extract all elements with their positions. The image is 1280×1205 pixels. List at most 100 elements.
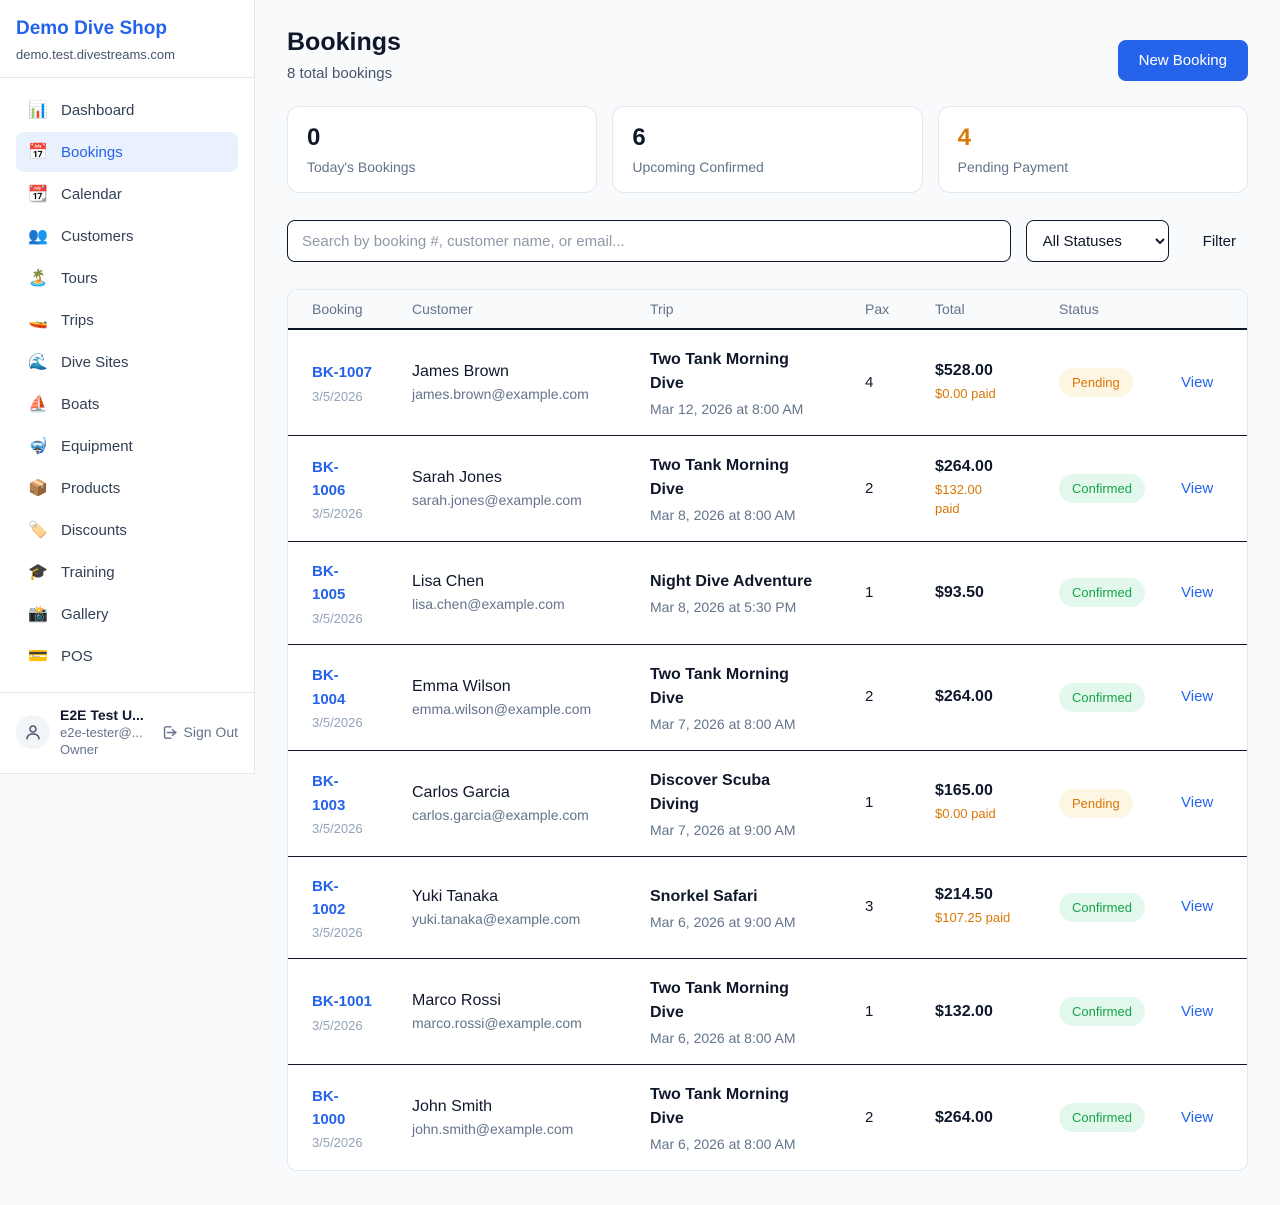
total-amount: $264.00 (935, 458, 993, 476)
sign-out-button[interactable]: Sign Out (161, 724, 238, 741)
column-header-booking: Booking (288, 290, 400, 330)
diving-mask-icon: 🤿 (28, 438, 48, 455)
logout-icon (163, 725, 177, 739)
booking-date: 3/5/2026 (312, 820, 363, 836)
sidebar-item-calendar[interactable]: 📆 Calendar (16, 174, 238, 214)
sidebar-item-products[interactable]: 📦 Products (16, 468, 238, 508)
sidebar-item-label: Tours (61, 269, 98, 287)
booking-link[interactable]: BK- 1006 (312, 458, 346, 499)
sidebar-item-training[interactable]: 🎓 Training (16, 552, 238, 592)
pax-cell: 2 (853, 644, 923, 751)
trip-cell: Discover Scuba Diving Mar 7, 2026 at 9:0… (638, 750, 853, 857)
total-cell: $93.50 (923, 541, 1047, 645)
filter-row: All Statuses Filter (287, 220, 1248, 262)
booking-link[interactable]: BK- 1005 (312, 563, 346, 604)
sidebar-item-label: Boats (61, 395, 100, 413)
view-link[interactable]: View (1181, 373, 1214, 391)
trip-cell: Two Tank Morning Dive Mar 8, 2026 at 8:0… (638, 435, 853, 542)
sidebar-item-equipment[interactable]: 🤿 Equipment (16, 426, 238, 466)
booking-link[interactable]: BK- 1004 (312, 667, 346, 708)
booking-link[interactable]: BK-1007 (312, 364, 373, 382)
booking-cell: BK- 1003 3/5/2026 (288, 750, 400, 857)
customer-name: Sarah Jones (412, 469, 502, 486)
trip-datetime: Mar 6, 2026 at 8:00 AM (650, 1136, 796, 1152)
column-header-trip: Trip (638, 290, 853, 330)
sidebar-item-label: Gallery (61, 605, 109, 623)
actions-cell: View (1169, 435, 1247, 542)
table-row: BK-1007 3/5/2026 James Brown james.brown… (288, 329, 1247, 436)
sidebar-item-customers[interactable]: 👥 Customers (16, 216, 238, 256)
booking-date: 3/5/2026 (312, 925, 363, 940)
total-cell: $264.00 $132.00 paid (923, 435, 1047, 542)
customer-name: Marco Rossi (412, 992, 501, 1009)
user-meta: E2E Test U... e2e-tester@... Owner (60, 707, 144, 757)
sidebar-item-discounts[interactable]: 🏷️ Discounts (16, 510, 238, 550)
status-select[interactable]: All Statuses (1025, 220, 1169, 262)
filter-button[interactable]: Filter (1191, 225, 1248, 258)
table-row: BK- 1000 3/5/2026 John Smith john.smith@… (288, 1065, 1247, 1171)
table-row: BK- 1004 3/5/2026 Emma Wilson emma.wilso… (288, 644, 1247, 751)
view-link[interactable]: View (1181, 898, 1214, 916)
main-content: Bookings 8 total bookings New Booking 0 … (255, 0, 1280, 1205)
view-link[interactable]: View (1181, 1002, 1214, 1020)
trip-name: Snorkel Safari (650, 887, 758, 905)
view-link[interactable]: View (1181, 794, 1214, 811)
booking-date: 3/5/2026 (312, 610, 363, 626)
people-icon: 👥 (28, 228, 48, 245)
customer-email: lisa.chen@example.com (412, 596, 565, 613)
trip-name: Two Tank Morning Dive (650, 665, 789, 707)
status-cell: Pending (1047, 329, 1169, 436)
customer-cell: John Smith john.smith@example.com (400, 1065, 638, 1171)
total-cell: $528.00 $0.00 paid (923, 329, 1047, 436)
booking-link[interactable]: BK- 1003 (312, 773, 346, 814)
sidebar-item-gallery[interactable]: 📸 Gallery (16, 594, 238, 634)
paid-amount: $107.25 paid (935, 910, 1011, 926)
sidebar-item-label: Products (61, 479, 121, 497)
sidebar-item-label: Dashboard (61, 101, 135, 119)
search-input[interactable] (287, 220, 1011, 262)
trip-name: Two Tank Morning Dive (650, 980, 789, 1021)
customer-email: james.brown@example.com (412, 386, 589, 402)
booking-link[interactable]: BK- 1000 (312, 1087, 346, 1128)
sidebar-item-dashboard[interactable]: 📊 Dashboard (16, 90, 238, 130)
booking-cell: BK- 1005 3/5/2026 (288, 541, 400, 645)
bar-chart-icon: 📊 (28, 102, 48, 119)
booking-link[interactable]: BK- 1002 (312, 877, 346, 918)
sidebar-item-bookings[interactable]: 📅 Bookings (16, 132, 238, 172)
stats-row: 0 Today's Bookings 6 Upcoming Confirmed … (287, 106, 1248, 193)
pax-cell: 1 (853, 958, 923, 1065)
sidebar-item-trips[interactable]: 🚤 Trips (16, 300, 238, 340)
trip-cell: Night Dive Adventure Mar 8, 2026 at 5:30… (638, 541, 853, 645)
sidebar-item-tours[interactable]: 🏝️ Tours (16, 258, 238, 298)
trip-cell: Two Tank Morning Dive Mar 12, 2026 at 8:… (638, 329, 853, 436)
customer-email: marco.rossi@example.com (412, 1015, 582, 1031)
new-booking-button[interactable]: New Booking (1117, 40, 1248, 81)
status-cell: Confirmed (1047, 435, 1169, 542)
trip-name: Discover Scuba Diving (650, 771, 771, 813)
pax-value: 2 (865, 688, 874, 705)
column-header-customer: Customer (400, 290, 638, 330)
sidebar-item-boats[interactable]: ⛵ Boats (16, 384, 238, 424)
sidebar-item-dive-sites[interactable]: 🌊 Dive Sites (16, 342, 238, 382)
pax-value: 3 (865, 898, 874, 916)
pax-value: 4 (865, 373, 874, 391)
actions-cell: View (1169, 856, 1247, 959)
booking-cell: BK-1007 3/5/2026 (288, 329, 400, 436)
view-link[interactable]: View (1181, 1108, 1214, 1126)
table-row: BK- 1006 3/5/2026 Sarah Jones sarah.jone… (288, 435, 1247, 542)
table-header-row: Booking Customer Trip Pax Total Status (288, 290, 1247, 330)
sidebar-item-pos[interactable]: 💳 POS (16, 636, 238, 676)
view-link[interactable]: View (1181, 688, 1214, 705)
pax-value: 2 (865, 1108, 874, 1126)
booking-link[interactable]: BK-1001 (312, 993, 373, 1011)
view-link[interactable]: View (1181, 479, 1214, 497)
booking-cell: BK-1001 3/5/2026 (288, 958, 400, 1065)
customer-email: emma.wilson@example.com (412, 700, 592, 717)
pax-cell: 4 (853, 329, 923, 436)
person-icon (26, 725, 40, 740)
customer-cell: Yuki Tanaka yuki.tanaka@example.com (400, 856, 638, 959)
total-amount: $264.00 (935, 688, 993, 705)
status-cell: Confirmed (1047, 856, 1169, 959)
view-link[interactable]: View (1181, 583, 1214, 601)
status-cell: Confirmed (1047, 958, 1169, 1065)
